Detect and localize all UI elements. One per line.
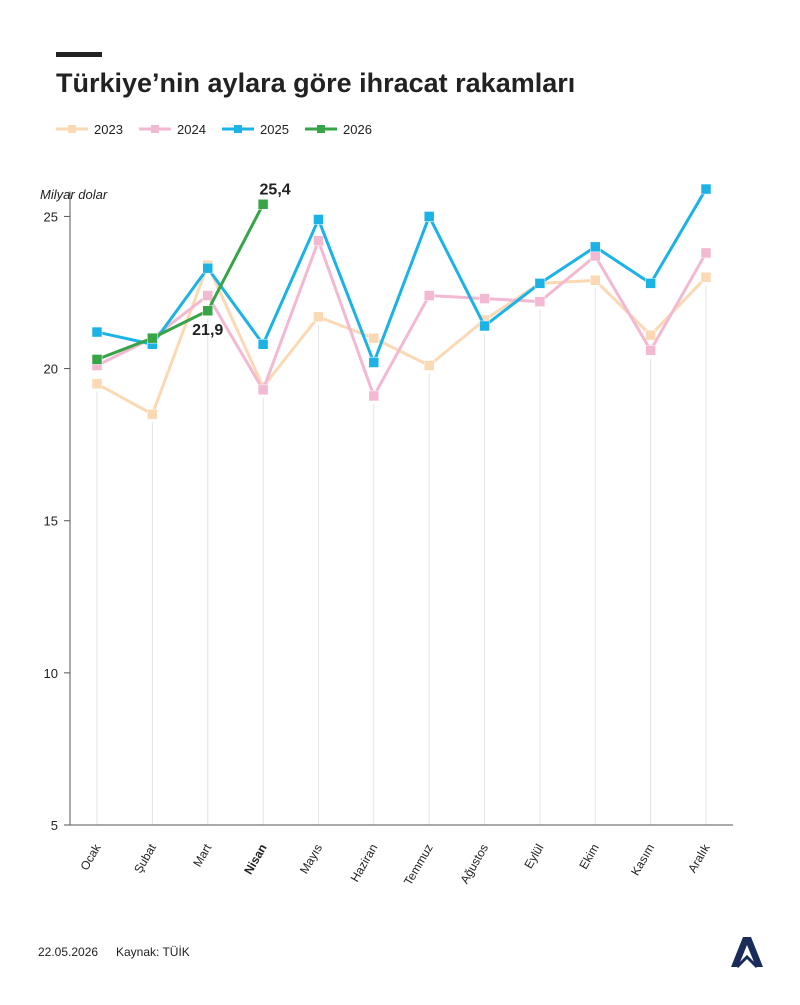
point-marker: [423, 211, 435, 222]
point-marker: [257, 199, 269, 210]
point-marker: [368, 357, 380, 368]
point-marker: [202, 290, 213, 301]
point-marker: [479, 293, 490, 304]
y-tick-label: 10: [44, 666, 58, 681]
point-marker: [368, 332, 380, 344]
point-marker: [423, 290, 435, 301]
series-line: [96, 239, 708, 398]
point-marker: [590, 275, 601, 286]
x-tick-label: Kasım: [628, 842, 657, 878]
logo: [731, 937, 763, 969]
point-marker: [534, 296, 546, 307]
legend-marker: [68, 125, 76, 133]
point-marker: [423, 360, 435, 371]
point-marker: [645, 329, 656, 341]
chart-title: Türkiye’nin aylara göre ihracat rakamlar…: [56, 68, 575, 98]
series-line: [96, 203, 265, 361]
point-marker: [645, 345, 656, 356]
point-marker: [700, 272, 712, 283]
value-label: 25,4: [260, 181, 291, 198]
series-line: [96, 263, 708, 416]
point-marker: [645, 278, 656, 289]
point-marker: [479, 320, 490, 332]
x-tick-label: Ekim: [576, 842, 601, 872]
point-marker: [313, 214, 324, 225]
y-axis-label: Milyar dolar: [40, 187, 108, 202]
x-tick-label: Ağustos: [457, 842, 491, 887]
point-marker: [590, 241, 601, 253]
point-marker: [91, 378, 103, 390]
x-tick-label: Haziran: [348, 842, 381, 885]
legend-label: 2025: [260, 122, 289, 137]
legend-marker: [317, 125, 325, 133]
series-line: [96, 188, 708, 364]
legend-label: 2026: [343, 122, 372, 137]
point-marker: [368, 390, 380, 402]
point-marker: [590, 250, 601, 262]
y-tick-label: 25: [44, 209, 58, 224]
point-marker: [147, 408, 158, 420]
y-tick-label: 5: [51, 818, 58, 833]
x-tick-label: Ocak: [77, 841, 104, 873]
source: Kaynak: TÜİK: [116, 945, 190, 959]
legend-label: 2024: [177, 122, 206, 137]
point-marker: [202, 262, 213, 274]
point-marker: [700, 247, 712, 259]
x-tick-label: Nisan: [241, 842, 269, 877]
legend-label: 2023: [94, 122, 123, 137]
point-marker: [202, 305, 213, 317]
legend-marker: [234, 125, 242, 133]
point-marker: [700, 183, 712, 195]
point-marker: [534, 278, 546, 289]
y-tick-label: 15: [44, 514, 58, 529]
date: 22.05.2026: [38, 945, 98, 959]
point-marker: [313, 235, 324, 247]
point-marker: [257, 384, 269, 396]
point-marker: [257, 338, 269, 350]
x-tick-label: Eylül: [521, 842, 546, 872]
x-tick-label: Şubat: [131, 841, 159, 876]
point-marker: [313, 311, 324, 323]
x-tick-label: Temmuz: [401, 842, 436, 888]
y-tick-label: 20: [44, 362, 58, 377]
value-label: 21,9: [192, 322, 223, 339]
title-bar: [56, 52, 102, 57]
point-marker: [91, 326, 103, 338]
x-tick-label: Aralık: [685, 841, 713, 875]
point-marker: [91, 354, 103, 365]
x-tick-label: Mayıs: [297, 842, 325, 877]
x-tick-label: Mart: [190, 841, 214, 869]
legend-marker: [151, 125, 159, 133]
point-marker: [147, 332, 158, 344]
